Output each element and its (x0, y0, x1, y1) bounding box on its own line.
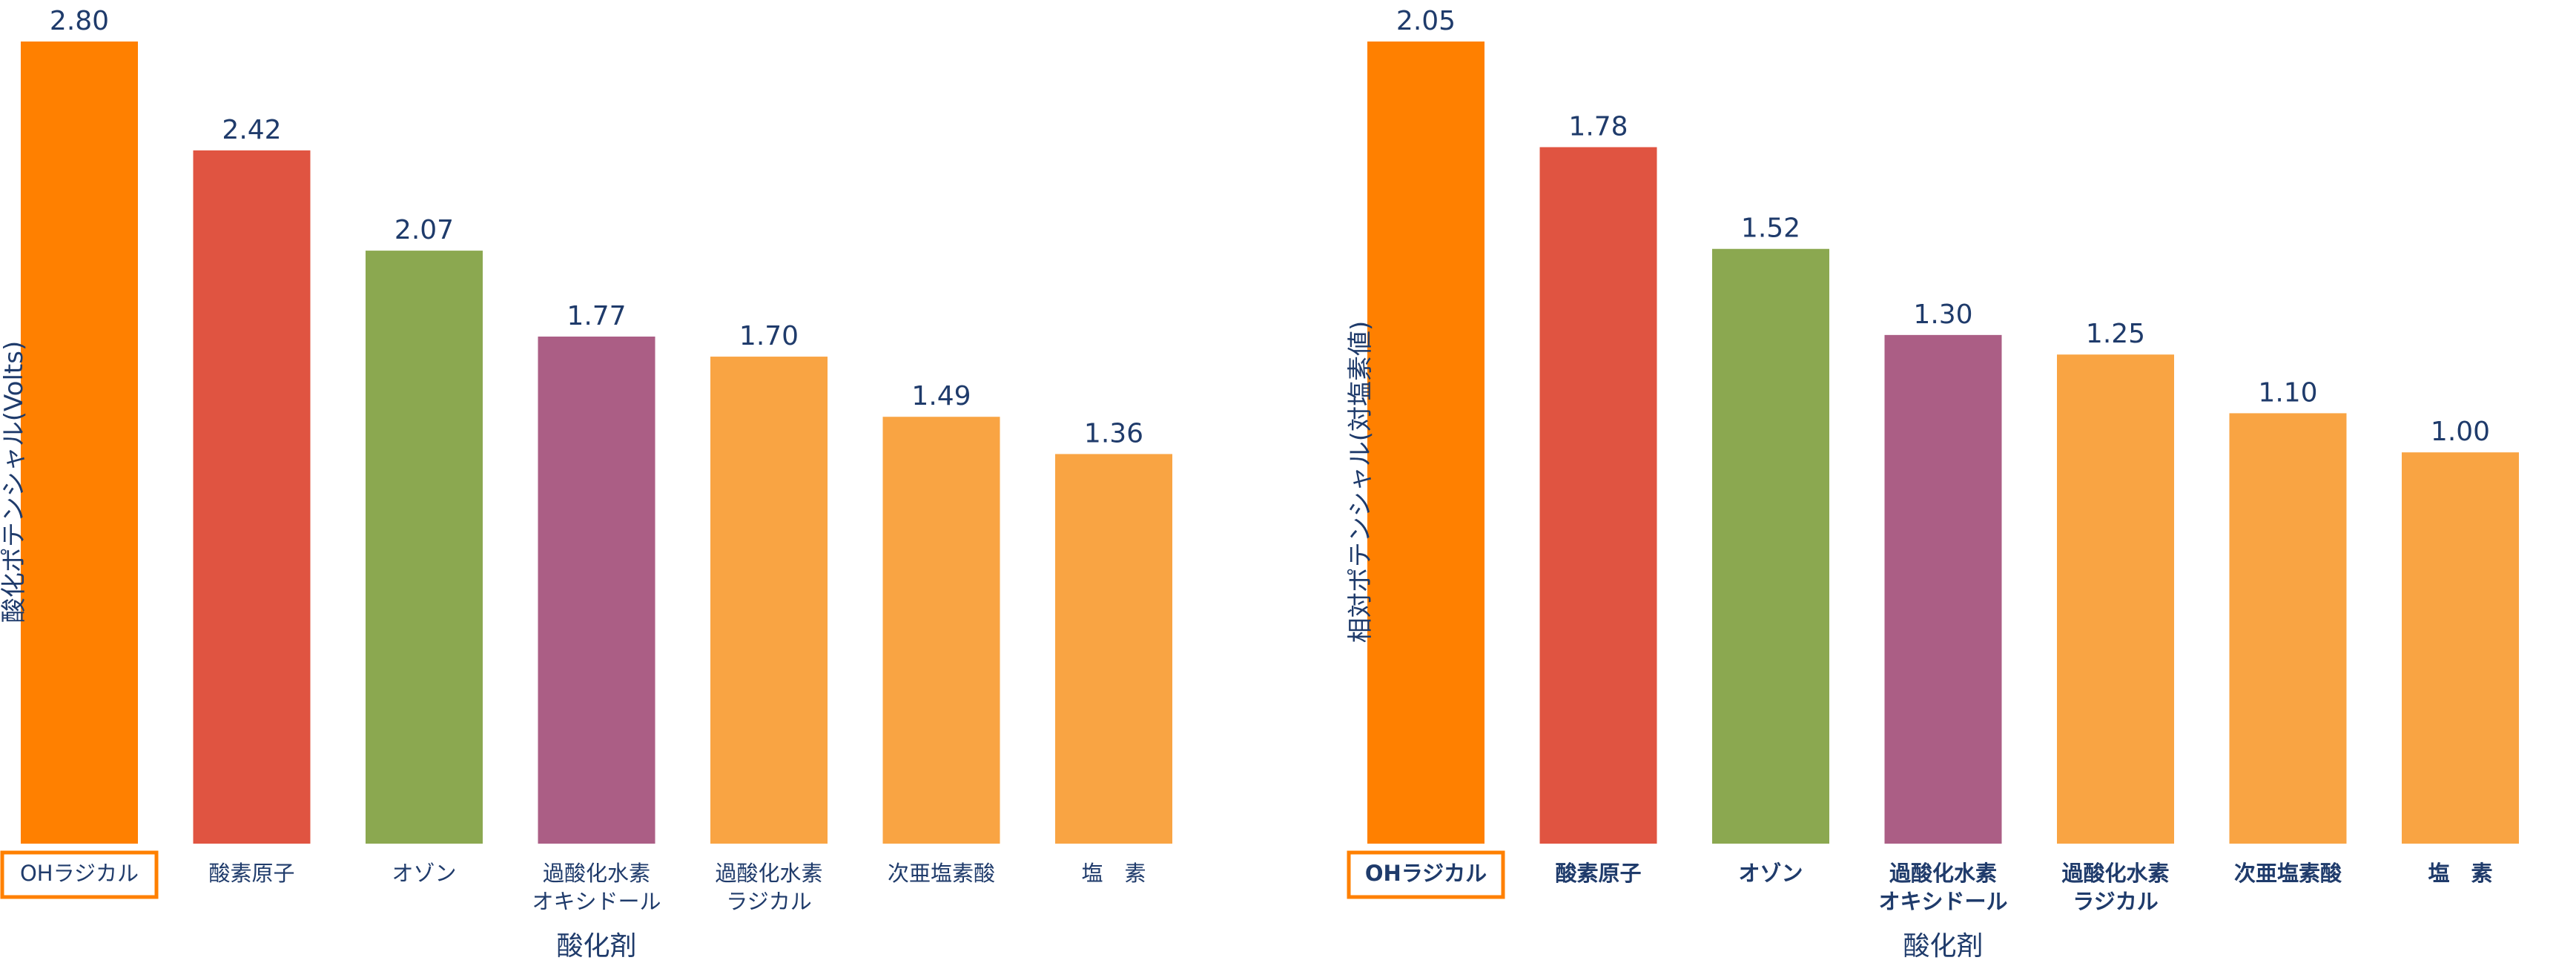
tick-label-left-1: 酸素原子 (208, 861, 294, 886)
bar-left-1 (193, 150, 311, 844)
bar-left-0 (21, 42, 138, 844)
bar-right-2 (1712, 248, 1829, 844)
data-label-left-0: 2.80 (50, 6, 109, 36)
data-label-right-1: 1.78 (1568, 112, 1628, 142)
data-label-right-4: 1.25 (2086, 319, 2145, 349)
tick-label-left-3-line0: 過酸化水素 (543, 861, 650, 886)
highlight-box-right (1347, 850, 1505, 899)
tick-label-left-4-line1: ラジカル (726, 889, 811, 914)
tick-label-right-3-line0: 過酸化水素 (1889, 861, 1997, 886)
data-label-left-2: 2.07 (394, 215, 454, 245)
tick-label-right-0: OHラジカル (1365, 861, 1487, 886)
y-axis-title-right: 相対ポテンシャル(対塩素値) (1346, 321, 1375, 643)
tick-label-left-5: 次亜塩素酸 (888, 861, 995, 886)
tick-label-right-5: 次亜塩素酸 (2234, 861, 2342, 886)
data-label-right-2: 1.52 (1741, 214, 1800, 244)
bar-right-1 (1539, 147, 1657, 844)
tick-label-left-3-line1: オキシドール (532, 889, 661, 914)
tick-label-right-6: 塩 素 (2428, 861, 2492, 886)
data-label-left-1: 2.42 (222, 115, 281, 145)
tick-label-right-4-line0: 過酸化水素 (2061, 861, 2169, 886)
tick-label-right-2: オゾン (1738, 861, 1803, 886)
bar-right-5 (2229, 413, 2347, 844)
data-label-left-4: 1.70 (739, 321, 799, 351)
bar-right-4 (2057, 354, 2174, 844)
bar-right-6 (2402, 452, 2519, 844)
tick-label-right-3-line1: オキシドール (1878, 889, 2007, 914)
chart-left: 2.80 OHラジカル 2.42 酸素原子 2.07 オゾン 1.77 過酸化水素オキシドール… (0, 6, 1172, 962)
data-label-right-3: 1.30 (1913, 300, 1972, 330)
tick-label-right-4-line1: ラジカル (2073, 889, 2158, 914)
x-axis-title-right: 酸化剤 (1903, 931, 1983, 960)
bar-left-5 (882, 417, 1000, 844)
data-label-right-6: 1.00 (2431, 417, 2490, 447)
tick-label-left-2: オゾン (392, 861, 456, 886)
tick-label-left-0: OHラジカル (20, 861, 139, 886)
chart-right: 2.05 OHラジカル 1.78 酸素原子 1.52 オゾン 1.30 過酸化水素オキシドール… (1346, 6, 2519, 962)
y-axis-title-left: 酸化ポテンシャル(Volts) (0, 341, 29, 623)
data-label-right-0: 2.05 (1396, 6, 1456, 36)
bar-left-3 (538, 337, 655, 844)
highlight-box-left (0, 850, 159, 899)
bar-left-2 (366, 251, 483, 844)
data-label-left-5: 1.49 (911, 381, 971, 411)
data-label-right-5: 1.10 (2258, 377, 2317, 408)
tick-label-right-1: 酸素原子 (1555, 861, 1641, 886)
tick-label-left-6: 塩 素 (1081, 861, 1146, 886)
bar-right-3 (1884, 334, 2002, 844)
bar-left-6 (1055, 454, 1172, 844)
data-label-left-6: 1.36 (1084, 418, 1143, 449)
bar-left-4 (710, 357, 828, 844)
tick-label-left-4-line0: 過酸化水素 (715, 861, 822, 886)
x-axis-title-left: 酸化剤 (556, 931, 636, 960)
data-label-left-3: 1.77 (567, 301, 626, 331)
bar-right-0 (1367, 42, 1484, 844)
